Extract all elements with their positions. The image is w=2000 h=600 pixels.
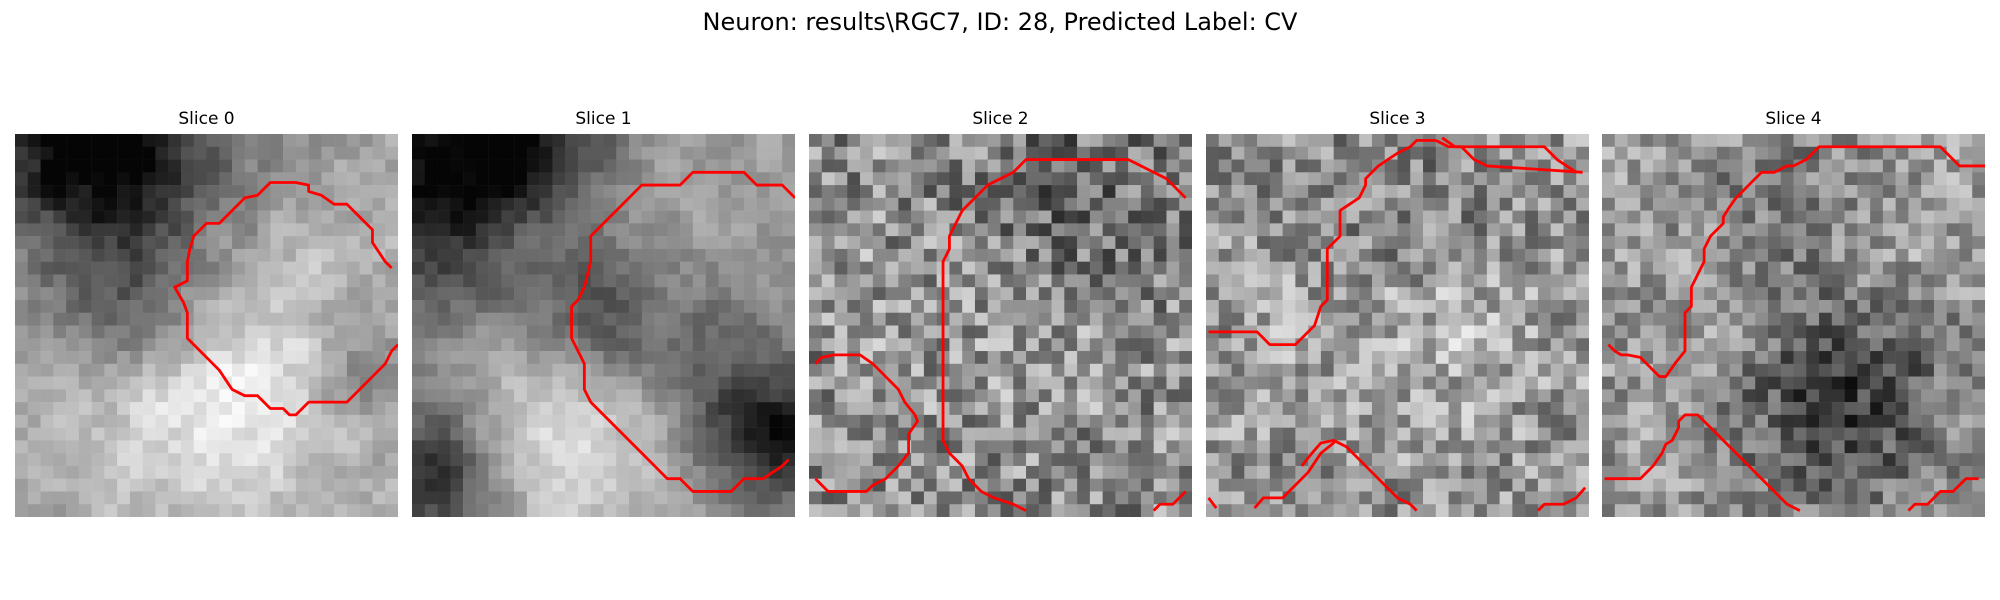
contour-line	[1435, 139, 1583, 174]
slice-panel-0: Slice 0	[15, 108, 398, 518]
contour-line	[1907, 477, 1979, 512]
slice-panel-1: Slice 1	[412, 108, 795, 518]
contour-line	[570, 170, 795, 493]
slice-image-2	[809, 134, 1192, 517]
contour-line	[1208, 138, 1436, 347]
slice-image-3	[1206, 134, 1589, 517]
contour-line	[1441, 136, 1578, 174]
contour-line	[173, 181, 398, 417]
contour-line	[1604, 413, 1801, 512]
contour-line	[814, 353, 919, 493]
contour-line	[1152, 490, 1187, 512]
figure-title: Neuron: results\RGC7, ID: 28, Predicted …	[702, 8, 1298, 36]
slice-panel-3: Slice 3	[1206, 108, 1589, 518]
slice-image-4	[1602, 134, 1985, 517]
contour-line	[941, 158, 1187, 512]
slice-panel-4: Slice 4	[1602, 108, 1985, 518]
slice-image-0	[15, 134, 398, 517]
contour-line	[1536, 486, 1587, 512]
slice-panel-2: Slice 2	[809, 108, 1192, 518]
slice-title-4: Slice 4	[1765, 109, 1822, 129]
slice-title-1: Slice 1	[575, 109, 632, 129]
slice-title-2: Slice 2	[972, 109, 1029, 129]
contour-line	[1607, 145, 1985, 378]
contour-line	[1207, 438, 1418, 512]
slice-image-1	[412, 134, 795, 517]
slice-title-0: Slice 0	[178, 109, 235, 129]
slice-title-3: Slice 3	[1369, 109, 1426, 129]
